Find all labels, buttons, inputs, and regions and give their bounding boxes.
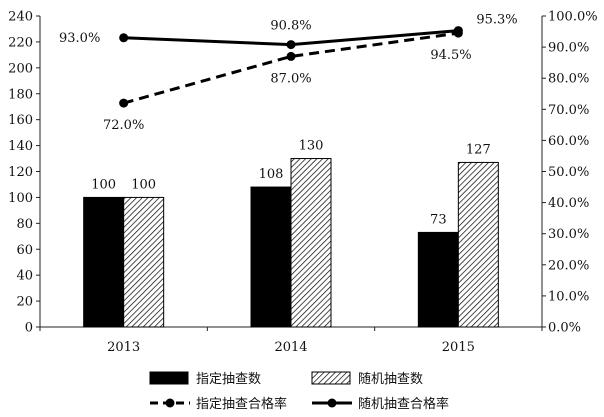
axes: 0 20 40 60 80 100 120 140 160 180 200 220 240 0.0% 10.… xyxy=(8,10,597,356)
line-marker xyxy=(453,26,463,36)
bar-designated xyxy=(417,231,459,328)
bar-value-label: 108 xyxy=(259,167,284,182)
left-tick-label: 160 xyxy=(8,113,33,128)
left-tick-label: 240 xyxy=(8,10,33,25)
legend-swatch-random xyxy=(311,371,351,385)
line-value-label: 90.8% xyxy=(270,19,311,34)
left-tick-label: 40 xyxy=(16,269,33,284)
right-tick-label: 60.0% xyxy=(548,134,589,149)
legend-swatch-designated xyxy=(149,371,189,385)
bar-value-label: 100 xyxy=(131,177,156,192)
bar-designated xyxy=(83,196,125,328)
line-value-label: 93.0% xyxy=(59,31,100,46)
left-tick-label: 20 xyxy=(16,295,33,310)
line-marker xyxy=(119,98,129,108)
lines xyxy=(119,26,463,108)
right-tick-label: 10.0% xyxy=(548,289,589,304)
bar-value-label: 127 xyxy=(466,142,491,157)
bar-value-label: 73 xyxy=(430,212,447,227)
right-tick-label: 100.0% xyxy=(548,10,598,25)
right-tick-label: 20.0% xyxy=(548,258,589,273)
right-tick-label: 50.0% xyxy=(548,165,589,180)
x-tick-label: 2013 xyxy=(107,340,140,355)
right-tick-label: 30.0% xyxy=(548,227,589,242)
left-tick-label: 80 xyxy=(16,217,33,232)
line-value-label: 87.0% xyxy=(270,71,311,86)
legend-label-designated-rate: 指定抽查合格率 xyxy=(196,396,287,412)
left-tick-label: 0 xyxy=(25,321,33,336)
left-tick-label: 120 xyxy=(8,165,33,180)
bar-value-label: 100 xyxy=(91,177,116,192)
x-tick-label: 2015 xyxy=(442,340,475,355)
line-marker xyxy=(119,33,129,43)
bars xyxy=(83,158,499,328)
line-marker xyxy=(286,40,296,50)
left-tick-label: 180 xyxy=(8,87,33,102)
right-tick-label: 90.0% xyxy=(548,41,589,56)
legend-label-random: 随机抽查数 xyxy=(358,372,423,387)
right-tick-label: 80.0% xyxy=(548,72,589,87)
legend-marker-random-rate xyxy=(327,398,337,408)
x-tick-label: 2014 xyxy=(274,340,307,355)
right-tick-label: 40.0% xyxy=(548,196,589,211)
right-tick-label: 70.0% xyxy=(548,103,589,118)
line-value-label: 95.3% xyxy=(476,13,517,28)
bar-random xyxy=(123,196,165,328)
left-tick-label: 140 xyxy=(8,139,33,154)
line-value-label: 94.5% xyxy=(430,48,471,63)
left-tick-label: 60 xyxy=(16,243,33,258)
bar-value-label: 130 xyxy=(299,139,324,154)
bar-random xyxy=(290,158,332,328)
legend-label-random-rate: 随机抽查合格率 xyxy=(358,396,449,412)
right-tick-label: 0.0% xyxy=(548,321,581,336)
left-tick-label: 200 xyxy=(8,61,33,76)
left-tick-label: 220 xyxy=(8,35,33,50)
legend-marker-designated-rate xyxy=(165,398,175,408)
bar-random xyxy=(457,161,499,328)
data-labels: 100 108 73 100 130 127 72.0% 87.0% 94.5% 93.0% 90.… xyxy=(59,13,518,228)
left-tick-label: 100 xyxy=(8,191,33,206)
line-designated-rate xyxy=(123,31,459,105)
line-value-label: 72.0% xyxy=(103,118,144,133)
bar-designated xyxy=(250,186,292,328)
legend-label-designated: 指定抽查数 xyxy=(196,372,261,387)
line-marker xyxy=(286,51,296,61)
